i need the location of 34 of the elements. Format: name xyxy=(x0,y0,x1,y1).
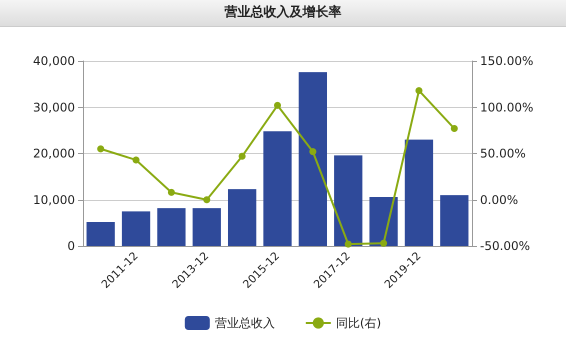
point xyxy=(168,188,175,196)
y2-tick-label: 50.00% xyxy=(480,146,526,160)
bar xyxy=(86,222,115,246)
y-tick-label: 10,000 xyxy=(33,192,75,207)
y-tick-label: 30,000 xyxy=(33,100,75,114)
bar xyxy=(440,195,468,246)
y-tick-label: 40,000 xyxy=(33,54,75,68)
point xyxy=(344,240,352,248)
point xyxy=(274,102,281,109)
y-tick-label: 0 xyxy=(67,239,75,253)
y2-tick-label: -50.00% xyxy=(480,239,530,253)
point xyxy=(380,240,388,247)
bar xyxy=(263,131,292,246)
y2-tick-label: 150.00% xyxy=(480,54,534,68)
bar xyxy=(157,208,186,246)
y2-tick-label: 100.00% xyxy=(480,100,534,114)
point xyxy=(309,148,316,156)
point xyxy=(238,152,246,160)
legend-label: 营业总收入 xyxy=(214,316,275,330)
point xyxy=(203,196,210,204)
bar xyxy=(298,72,328,246)
chart-title: 营业总收入及增长率 xyxy=(0,0,566,27)
point xyxy=(450,125,458,132)
bar xyxy=(334,155,362,246)
bar xyxy=(122,211,150,246)
bar xyxy=(228,189,256,246)
point xyxy=(415,87,422,94)
point xyxy=(132,156,140,164)
bar xyxy=(192,208,221,246)
y-tick-label: 20,000 xyxy=(33,146,75,160)
point xyxy=(97,145,104,152)
y2-tick-label: 0.00% xyxy=(480,192,518,207)
legend-label: 同比(右) xyxy=(336,316,382,330)
bar xyxy=(404,140,434,246)
